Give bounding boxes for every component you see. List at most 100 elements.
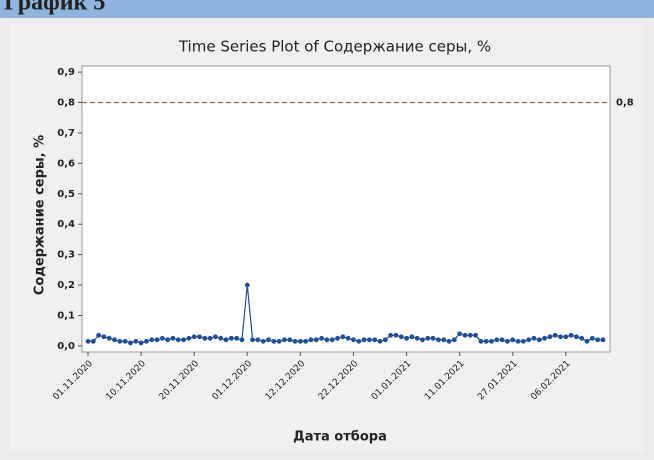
y-tick-label: 0,5 [57,189,75,200]
data-point [542,335,547,341]
data-point [425,335,431,341]
data-point [436,337,441,343]
data-point [345,335,351,341]
data-point [282,337,287,343]
data-point [313,337,319,343]
data-point [398,334,404,340]
data-point [446,338,452,344]
data-point [266,337,271,343]
data-point [297,338,303,344]
data-point [372,337,378,343]
reference-label: 0,8 [616,98,634,109]
data-point [197,334,202,340]
data-point [467,332,473,338]
data-point [170,335,176,341]
data-point [144,338,149,344]
data-point [106,335,112,341]
data-point [579,335,585,341]
data-point [499,337,505,343]
data-point [393,332,399,338]
data-point [128,340,133,346]
data-point [292,338,298,344]
y-tick-label: 0,8 [57,98,75,109]
data-point [239,337,245,343]
data-point [589,335,595,341]
data-point [563,334,569,340]
data-point [366,337,372,343]
data-point [175,337,181,343]
data-point [308,337,314,343]
data-point [430,335,436,341]
data-point [122,338,128,344]
data-point [526,337,532,343]
data-point [547,334,553,340]
data-point [260,338,266,344]
data-point [558,334,563,340]
data-point [552,332,558,338]
data-point [584,338,590,344]
y-tick-label: 0,6 [57,158,75,169]
data-point [271,338,277,344]
data-point [404,335,409,341]
data-point [441,337,447,343]
data-point [515,338,521,344]
data-point [462,332,468,338]
data-point [531,335,537,341]
data-point [154,337,160,343]
y-tick-label: 0,9 [57,67,75,78]
data-point [112,337,117,343]
data-point [388,332,394,338]
data-point [494,337,500,343]
data-point [600,337,606,343]
data-point [510,337,516,343]
data-point [451,337,457,343]
data-point [90,338,96,344]
data-point [409,334,415,340]
y-tick-label: 0,2 [57,280,75,291]
data-point [483,338,489,344]
data-point [574,334,579,340]
data-point [159,335,165,341]
data-point [489,338,494,344]
data-point [96,332,102,338]
data-point [382,337,388,343]
data-point [255,337,261,343]
data-point [520,338,526,344]
data-point [473,332,478,338]
data-point [361,337,367,343]
header-title: График 5 [4,0,105,16]
header-bar [0,0,654,18]
data-point [287,337,293,343]
data-point [340,334,346,340]
data-point [165,337,171,343]
data-point [117,338,123,344]
data-point [228,335,234,341]
y-tick-label: 0,1 [57,310,75,321]
data-point [303,338,309,344]
x-axis-label: Дата отбора [293,430,387,445]
y-tick-label: 0,7 [57,128,75,139]
data-point [218,335,224,341]
data-point [414,335,420,341]
data-point [149,337,155,343]
data-point [536,337,542,343]
data-point [186,335,192,341]
data-point [244,282,250,288]
data-point [319,335,325,341]
data-point [133,338,139,344]
data-point [138,340,144,346]
data-point [202,335,208,341]
data-point [356,338,362,344]
chart-title: Time Series Plot of Содержание серы, % [178,38,491,56]
data-point [223,337,229,343]
data-point [505,338,510,344]
y-tick-label: 0,4 [57,219,75,230]
data-point [351,337,356,343]
plot-area [81,65,611,353]
data-point [101,334,107,340]
data-point [377,338,383,344]
y-tick-label: 0,3 [57,250,75,261]
data-point [181,337,186,343]
y-axis-label: Содержание серы, % [33,135,48,295]
